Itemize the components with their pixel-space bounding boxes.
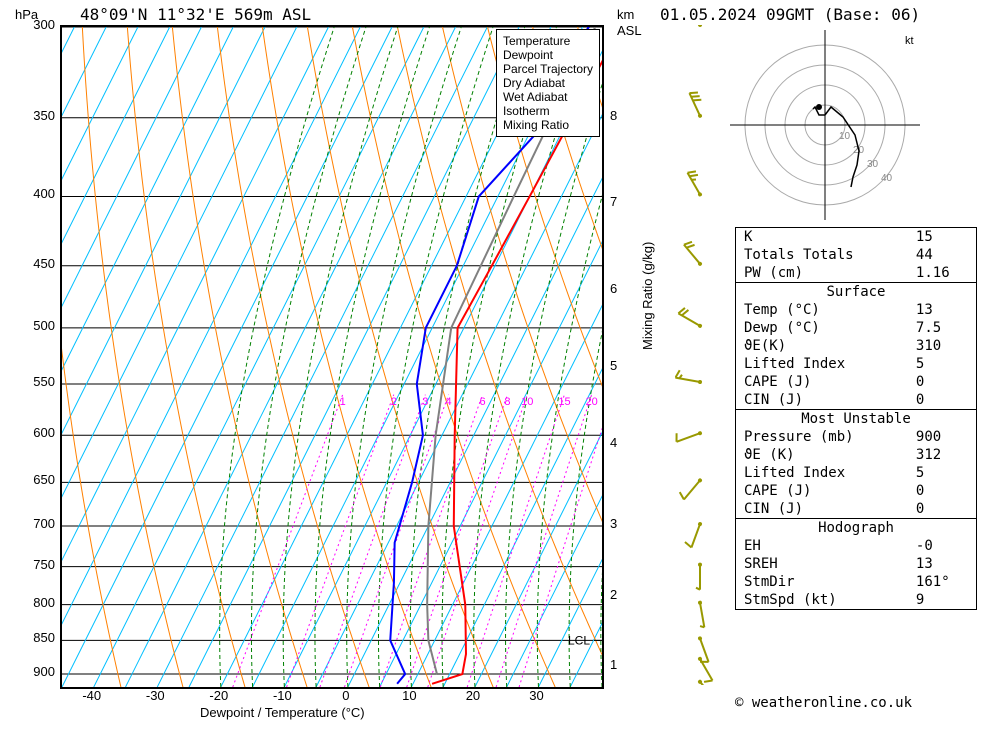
index-row: CIN (J)0: [736, 391, 976, 410]
index-row: PW (cm)1.16: [736, 264, 976, 283]
pressure-tick: 600: [20, 425, 55, 440]
index-row: EH-0: [736, 537, 976, 555]
skewt-chart: 1 2 3 4 6 8 10 15 20 LCL TemperatureDewpointParce…: [60, 25, 604, 689]
pressure-tick: 500: [20, 318, 55, 333]
temp-tick: -10: [267, 688, 297, 703]
legend-item: Wet Adiabat: [503, 90, 593, 104]
y-axis-right-label2: ASL: [617, 23, 642, 38]
section-head: Most Unstable: [736, 410, 976, 429]
altitude-tick: 2: [610, 587, 617, 602]
altitude-tick: 1: [610, 657, 617, 672]
pressure-tick: 800: [20, 595, 55, 610]
pressure-tick: 450: [20, 256, 55, 271]
index-row: CAPE (J)0: [736, 373, 976, 391]
altitude-tick: 5: [610, 358, 617, 373]
index-row: CIN (J)0: [736, 500, 976, 519]
index-row: ϑE (K)312: [736, 446, 976, 464]
chart-datetime: 01.05.2024 09GMT (Base: 06): [660, 5, 920, 24]
copyright: © weatheronline.co.uk: [735, 695, 912, 711]
legend-item: Temperature: [503, 34, 593, 48]
y-axis-right-label: km: [617, 7, 634, 22]
altitude-tick: 8: [610, 108, 617, 123]
hodograph: 10203040: [730, 30, 920, 220]
pressure-tick: 350: [20, 108, 55, 123]
temp-tick: -40: [77, 688, 107, 703]
temp-tick: -20: [204, 688, 234, 703]
chart-title: 48°09'N 11°32'E 569m ASL: [80, 5, 311, 24]
temp-tick: 0: [331, 688, 361, 703]
svg-text:LCL: LCL: [568, 633, 590, 647]
pressure-tick: 750: [20, 557, 55, 572]
temp-tick: -30: [140, 688, 170, 703]
svg-text:6: 6: [479, 396, 485, 408]
svg-text:40: 40: [881, 173, 893, 184]
mixing-ratio-label: Mixing Ratio (g/kg): [640, 242, 655, 350]
svg-text:15: 15: [558, 396, 570, 408]
svg-text:10: 10: [521, 396, 533, 408]
index-row: Lifted Index5: [736, 464, 976, 482]
legend-item: Isotherm: [503, 104, 593, 118]
altitude-tick: 6: [610, 281, 617, 296]
index-row: Lifted Index5: [736, 355, 976, 373]
svg-text:30: 30: [867, 159, 879, 170]
index-row: CAPE (J)0: [736, 482, 976, 500]
wind-barb-column: [675, 25, 725, 685]
legend-item: Mixing Ratio: [503, 118, 593, 132]
pressure-tick: 300: [20, 17, 55, 32]
altitude-tick: 4: [610, 435, 617, 450]
index-row: StmSpd (kt)9: [736, 591, 976, 609]
section-head: Hodograph: [736, 519, 976, 538]
pressure-tick: 900: [20, 664, 55, 679]
svg-text:3: 3: [422, 396, 428, 408]
altitude-tick: 3: [610, 516, 617, 531]
index-row: Pressure (mb)900: [736, 428, 976, 446]
legend-item: Dewpoint: [503, 48, 593, 62]
section-head: Surface: [736, 283, 976, 302]
indices-panel: K15Totals Totals44PW (cm)1.16SurfaceTemp…: [735, 227, 977, 610]
svg-text:4: 4: [446, 396, 452, 408]
index-row: K15: [736, 228, 976, 246]
index-row: ϑE(K)310: [736, 337, 976, 355]
temp-tick: 30: [521, 688, 551, 703]
pressure-tick: 850: [20, 630, 55, 645]
index-row: Temp (°C)13: [736, 301, 976, 319]
index-row: StmDir161°: [736, 573, 976, 591]
temp-tick: 10: [394, 688, 424, 703]
chart-legend: TemperatureDewpointParcel TrajectoryDry …: [496, 29, 600, 137]
pressure-tick: 700: [20, 516, 55, 531]
index-row: Totals Totals44: [736, 246, 976, 264]
legend-item: Parcel Trajectory: [503, 62, 593, 76]
index-row: SREH13: [736, 555, 976, 573]
pressure-tick: 400: [20, 186, 55, 201]
legend-item: Dry Adiabat: [503, 76, 593, 90]
pressure-tick: 550: [20, 374, 55, 389]
index-row: Dewp (°C)7.5: [736, 319, 976, 337]
svg-text:8: 8: [504, 396, 510, 408]
svg-text:2: 2: [391, 396, 397, 408]
temp-tick: 20: [458, 688, 488, 703]
altitude-tick: 7: [610, 194, 617, 209]
svg-text:20: 20: [586, 396, 598, 408]
x-axis-label: Dewpoint / Temperature (°C): [200, 705, 365, 720]
svg-text:10: 10: [839, 131, 851, 142]
pressure-tick: 650: [20, 472, 55, 487]
svg-text:1: 1: [340, 396, 346, 408]
